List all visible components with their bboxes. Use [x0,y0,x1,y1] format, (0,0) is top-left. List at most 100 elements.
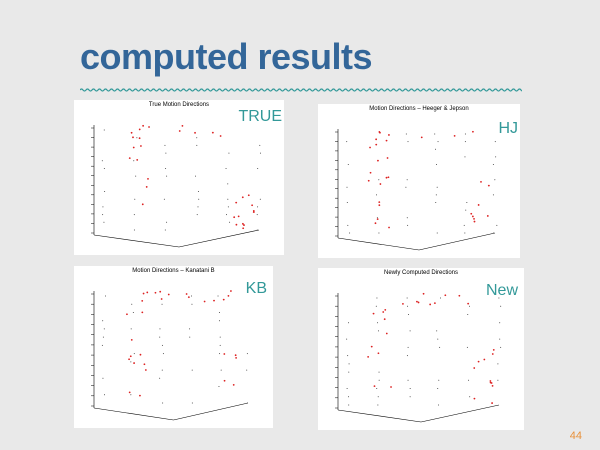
grid-dot [229,221,231,223]
vector-point [194,131,196,134]
grid-dot [377,404,379,406]
grid-dot [198,198,200,200]
vector-point [185,293,188,295]
grid-dot [497,379,499,381]
vector-point [160,298,163,300]
grid-dot [409,388,411,390]
vector-point [129,355,132,358]
label-kb: KB [245,280,267,297]
grid-dot [378,232,380,234]
grid-dot [161,369,163,371]
grid-dot [438,379,440,381]
vector-point [458,294,461,297]
grid-dot [219,344,221,346]
vector-point [444,294,447,297]
plot-kb-canvas [91,290,249,421]
grid-dot [439,297,441,299]
vector-point [251,204,254,207]
vector-point [219,135,222,137]
grid-dot [227,206,229,208]
axis-line [337,409,422,423]
plot-kanatani: Motion Directions – Kanatani B KB [74,266,273,428]
grid-dot [499,338,501,340]
grid-dot [348,371,350,373]
vector-point [223,353,226,355]
vector-point [377,352,380,355]
grid-dot [498,297,500,299]
grid-dot [496,224,498,226]
grid-dot [378,179,380,181]
vector-point [227,294,230,297]
vector-point [433,302,436,305]
grid-dot [346,202,348,204]
axis-line [420,404,500,423]
vector-point [187,296,190,299]
grid-dot [406,217,408,219]
vector-point [374,222,377,225]
label-hj: HJ [498,120,518,137]
vector-point [230,290,232,292]
vector-point [138,128,141,131]
vector-point [136,159,139,161]
vector-point [377,159,379,162]
grid-dot [407,346,409,348]
vector-point [420,136,423,139]
vector-point [376,218,379,221]
vector-point [477,360,480,363]
grid-dot [103,328,105,330]
vector-point [146,291,149,294]
axis-line [93,407,174,421]
grid-dot [219,336,221,338]
vector-point [473,367,476,369]
grid-dot [348,396,350,398]
plot-true-canvas [91,124,261,248]
grid-dot [256,214,258,216]
vector-point [491,384,494,387]
vector-point [154,291,157,294]
vector-point [237,215,240,218]
grid-dot [164,229,166,231]
grid-dot [377,330,379,332]
plot-title: True Motion Directions [148,102,210,108]
vector-point [453,134,456,137]
grid-dot [256,229,258,231]
vector-point [383,318,386,321]
grid-dot [464,156,466,158]
grid-dot [378,379,380,381]
grid-dot [225,167,227,169]
grid-dot [436,232,438,234]
vector-point [132,136,134,139]
grid-dot [494,179,496,181]
grid-dot [162,353,164,355]
grid-dot [102,214,104,216]
grid-dot [161,303,163,305]
grid-dot [103,394,105,396]
vector-point [473,217,475,220]
vector-point [422,292,425,295]
grid-dot [492,163,494,165]
grid-dot [500,346,502,348]
vector-point [141,311,144,314]
grid-dot [407,305,409,307]
vector-point [126,313,128,316]
vector-point [372,312,375,315]
grid-dot [133,353,135,355]
grid-dot [464,141,466,143]
vector-point [213,299,215,302]
grid-dot [435,148,437,150]
grid-dot [435,202,437,204]
grid-dot [375,305,377,307]
vector-point [472,130,474,133]
grid-dot [347,355,349,357]
grid-dot [407,379,409,381]
grid-dot [159,336,161,338]
vector-point [141,203,144,206]
vector-point [242,227,245,230]
grid-dot [257,167,259,169]
grid-dot [131,303,133,305]
vector-point [491,402,493,404]
vector-point [159,290,162,293]
vector-point [128,157,131,160]
vector-point [148,126,150,128]
vector-point [147,177,149,180]
